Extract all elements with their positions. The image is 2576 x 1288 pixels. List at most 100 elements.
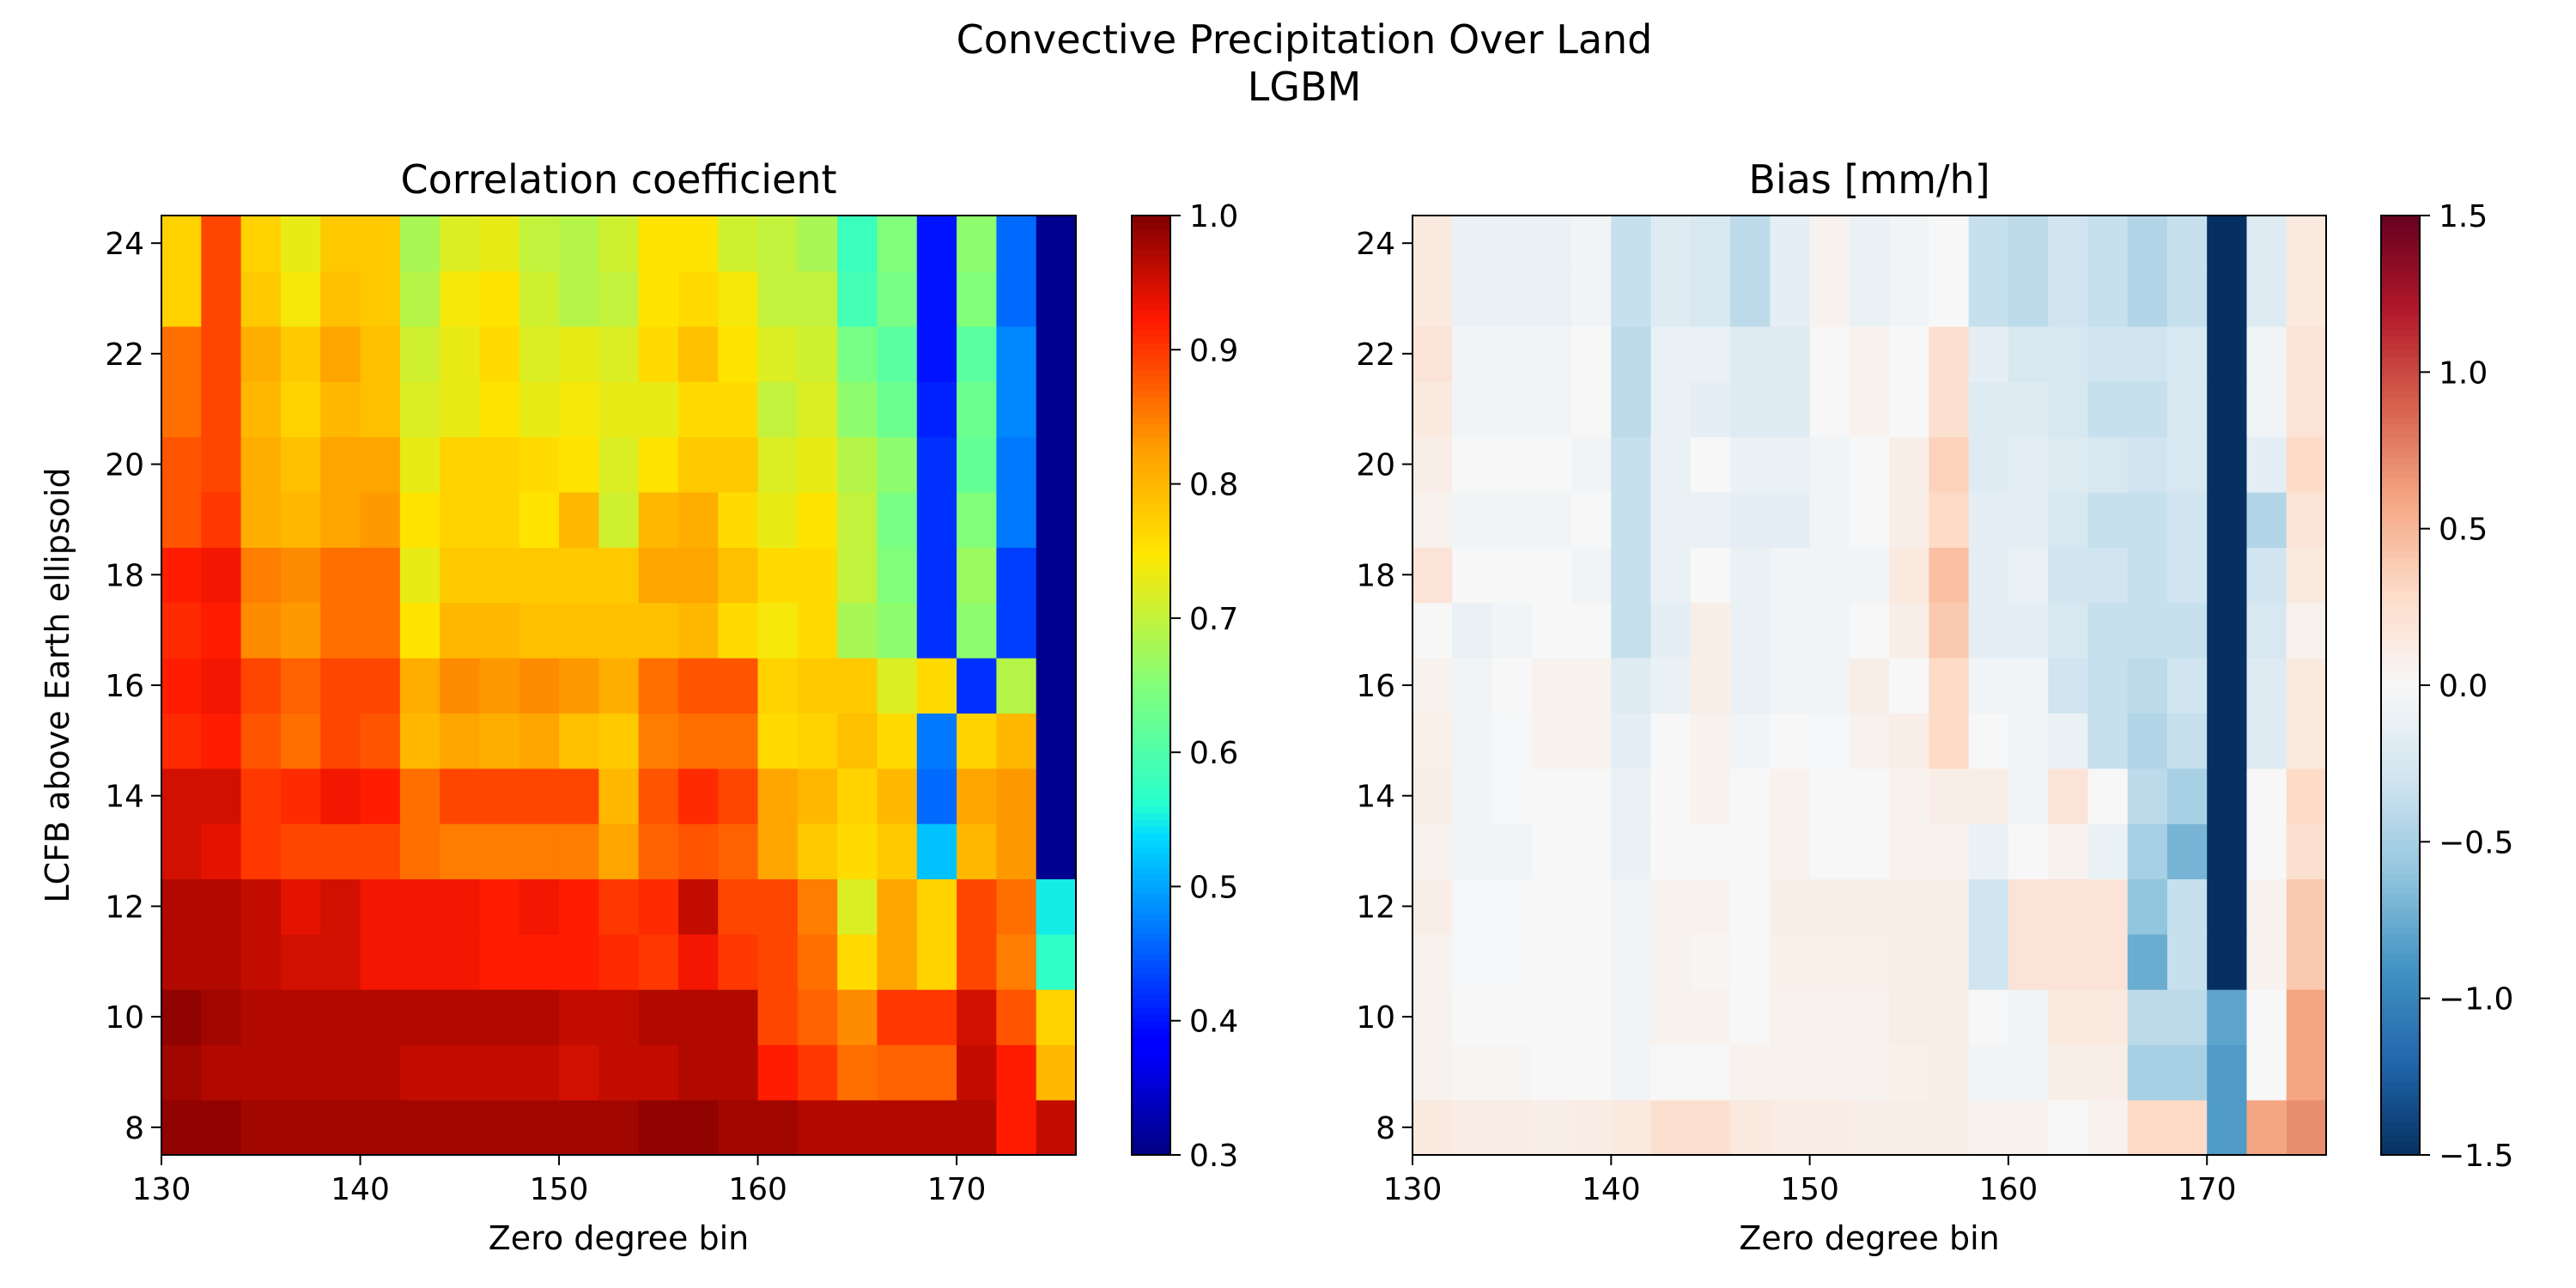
heatmap-cell [479, 270, 520, 327]
colorbar-segment [1132, 550, 1170, 559]
colorbar-segment [2381, 423, 2420, 431]
heatmap-cell [1770, 768, 1811, 824]
colorbar-segment [2381, 369, 2420, 378]
heatmap-cell [1452, 713, 1493, 769]
colorbar-segment [2381, 295, 2420, 304]
heatmap-cell [1036, 878, 1077, 935]
heatmap-cell [1452, 768, 1493, 824]
colorbar: −1.5 −1.0 −0.5 0.0 0.5 1.0 1.5 [2380, 199, 2513, 1174]
heatmap-cell [2087, 381, 2129, 438]
heatmap-cell [161, 988, 203, 1046]
colorbar-segment [2381, 544, 2420, 552]
heatmap-cell [1650, 436, 1692, 493]
heatmap-cell [996, 325, 1037, 382]
heatmap-cell [1571, 768, 1613, 824]
colorbar-segment [1132, 276, 1170, 283]
colorbar-segment [2381, 631, 2420, 640]
heatmap-cell [1492, 933, 1533, 990]
heatmap-cell [1889, 988, 1930, 1046]
heatmap-cell [2246, 1099, 2287, 1156]
x-tick-label: 130 [132, 1172, 191, 1207]
colorbar-segment [1132, 712, 1170, 720]
heatmap-cell [2246, 491, 2287, 548]
colorbar-segment [1132, 1041, 1170, 1048]
heatmap-cell [240, 547, 282, 604]
heatmap-cell [2048, 602, 2089, 659]
colorbar-segment [1132, 645, 1170, 653]
heatmap-cell [837, 713, 878, 769]
heatmap-cell [1770, 1099, 1811, 1156]
heatmap-cell [559, 823, 600, 880]
colorbar-segment [1132, 1108, 1170, 1115]
x-tick-label: 170 [2178, 1172, 2237, 1207]
heatmap-cell [916, 933, 957, 990]
heatmap-cell [1889, 436, 1930, 493]
heatmap-cell [2207, 1044, 2248, 1101]
heatmap-cell [957, 713, 998, 769]
heatmap-cell [360, 988, 401, 1046]
heatmap-cell [1809, 933, 1850, 990]
heatmap-cell [598, 823, 640, 880]
heatmap-cell [519, 270, 560, 327]
heatmap-cell [877, 491, 918, 548]
heatmap-cell [996, 491, 1037, 548]
heatmap-cell [1770, 325, 1811, 382]
heatmap-cell [2087, 713, 2129, 769]
heatmap-cell [479, 657, 520, 714]
heatmap-cell [240, 216, 282, 272]
colorbar-segment [2381, 242, 2420, 250]
heatmap-cell [2207, 878, 2248, 935]
heatmap-cell [2246, 381, 2287, 438]
colorbar-segment [1132, 1121, 1170, 1129]
colorbar-segment [1132, 517, 1170, 526]
heatmap-cell [1968, 768, 2009, 824]
colorbar-segment [2381, 758, 2420, 767]
heatmap-cell [2048, 1044, 2089, 1101]
colorbar-segment [2381, 309, 2420, 318]
heatmap-cell [201, 988, 242, 1046]
heatmap-cell [598, 270, 640, 327]
heatmap-cell [2008, 1099, 2049, 1156]
heatmap-cell [1452, 1099, 1493, 1156]
heatmap-cell [718, 713, 759, 769]
heatmap-cell [1730, 713, 1771, 769]
heatmap-cell [638, 768, 679, 824]
heatmap-cell [479, 547, 520, 604]
heatmap-cell [1531, 436, 1572, 493]
heatmap-cell [2087, 1099, 2129, 1156]
colorbar-segment [1132, 369, 1170, 378]
heatmap-cell [1809, 713, 1850, 769]
x-axis-label: Zero degree bin [1739, 1219, 2000, 1257]
heatmap-cell [1730, 988, 1771, 1046]
heatmap-cell [519, 325, 560, 382]
heatmap-cell [1968, 216, 2009, 272]
heatmap-cell [2127, 713, 2168, 769]
colorbar-segment [2381, 793, 2420, 800]
heatmap-cell [2207, 713, 2248, 769]
colorbar-segment [1132, 866, 1170, 874]
colorbar-segment [1132, 416, 1170, 425]
heatmap-cell [360, 270, 401, 327]
heatmap-cell [598, 1044, 640, 1101]
colorbar-segment [2381, 651, 2420, 659]
colorbar-segment [2381, 443, 2420, 452]
heatmap-cell [996, 657, 1037, 714]
heatmap-cell [320, 602, 361, 659]
heatmap-cell [2246, 768, 2287, 824]
heatmap-cell [1730, 1044, 1771, 1101]
heatmap-cell [797, 216, 838, 272]
heatmap-cell [280, 602, 322, 659]
heatmap-cell [1849, 1099, 1890, 1156]
heatmap-cell [1650, 547, 1692, 604]
heatmap-cell [1452, 547, 1493, 604]
heatmap-cell [2286, 381, 2327, 438]
heatmap-cell [2008, 602, 2049, 659]
x-tick-label: 160 [728, 1172, 787, 1207]
colorbar-segment [1132, 846, 1170, 854]
colorbar-segment [1132, 671, 1170, 679]
colorbar-segment [1132, 249, 1170, 257]
heatmap-cell [280, 491, 322, 548]
colorbar-segment [2381, 913, 2420, 921]
heatmap-cell [837, 988, 878, 1046]
